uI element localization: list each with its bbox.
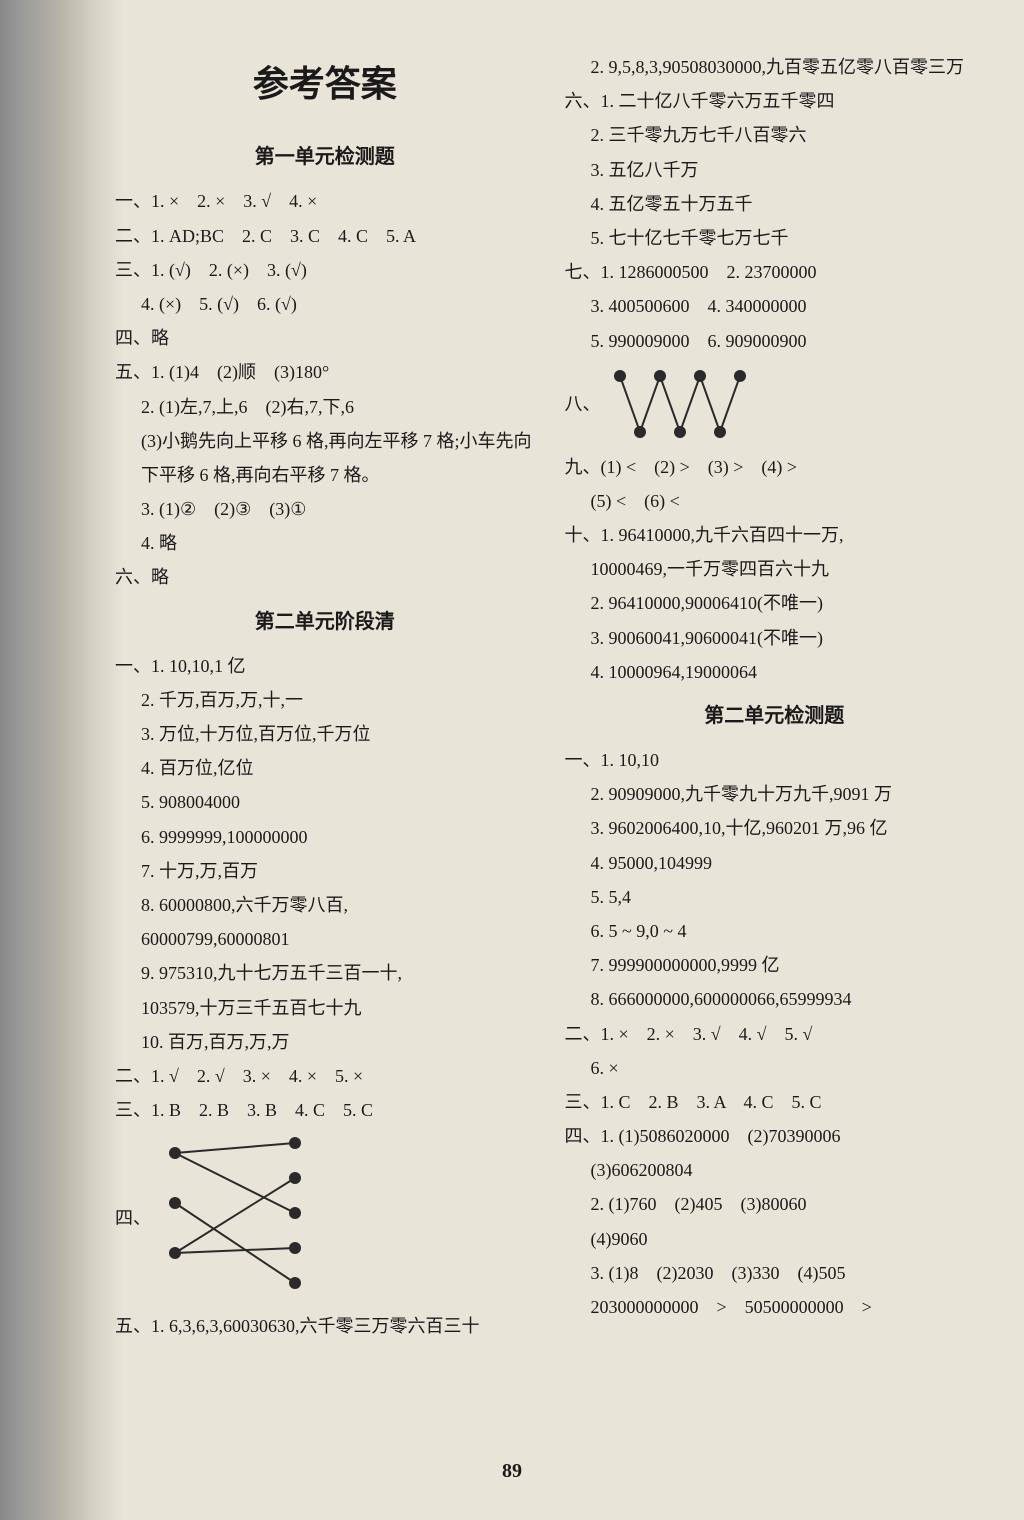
answer-line: 8. 666000000,600000066,65999934 [565, 982, 985, 1016]
answer-line: 2. 三千零九万七千八百零六 [565, 118, 985, 152]
answer-group: 八、 [565, 358, 985, 450]
answer-line: 五、1. 6,3,6,3,60030630,六千零三万零六百三十 [115, 1309, 535, 1343]
section-heading: 第二单元检测题 [565, 697, 985, 735]
answer-line: 3. 9602006400,10,十亿,960201 万,96 亿 [565, 811, 985, 845]
answer-line: 4. 95000,104999 [565, 846, 985, 880]
answer-line: 六、1. 二十亿八千零六万五千零四 [565, 84, 985, 118]
answer-line: 四、略 [115, 321, 535, 355]
answer-line: 一、1. 10,10,1 亿 [115, 649, 535, 683]
cross-diagram [605, 364, 755, 444]
answer-line: 3. (1)② (2)③ (3)① [115, 492, 535, 526]
answer-line: 10. 百万,百万,万,万 [115, 1025, 535, 1059]
answer-line: (3)小鹅先向上平移 6 格,再向左平移 7 格;小车先向下平移 6 格,再向右… [115, 424, 535, 492]
group-label: 八、 [565, 387, 601, 421]
answer-line: 5. 990009000 6. 909000900 [565, 324, 985, 358]
answer-line: 4. 五亿零五十万五千 [565, 187, 985, 221]
answer-line: 一、1. 10,10 [565, 743, 985, 777]
group-label: 四、 [115, 1201, 151, 1235]
answer-line: 6. 5 ~ 9,0 ~ 4 [565, 914, 985, 948]
answer-line: (4)9060 [565, 1222, 985, 1256]
answer-line: 4. 略 [115, 526, 535, 560]
answer-line: 4. 10000964,19000064 [565, 655, 985, 689]
answer-line: 二、1. √ 2. √ 3. × 4. × 5. × [115, 1059, 535, 1093]
answer-line: 9. 975310,九十七万五千三百一十, [115, 956, 535, 990]
answer-line: 7. 999900000000,9999 亿 [565, 948, 985, 982]
answer-line: 十、1. 96410000,九千六百四十一万, [565, 518, 985, 552]
answer-line: 二、1. AD;BC 2. C 3. C 4. C 5. A [115, 219, 535, 253]
answer-line: 8. 60000800,六千万零八百, [115, 888, 535, 922]
answer-line: 2. 96410000,90006410(不唯一) [565, 586, 985, 620]
answer-line: 5. 5,4 [565, 880, 985, 914]
answer-line: 七、1. 1286000500 2. 23700000 [565, 255, 985, 289]
answer-group: 四、 [115, 1127, 535, 1309]
answer-line: 二、1. × 2. × 3. √ 4. √ 5. √ [565, 1017, 985, 1051]
answer-line: 3. 90060041,90600041(不唯一) [565, 621, 985, 655]
answer-line: 203000000000 > 50500000000 > [565, 1290, 985, 1324]
answer-line: 2. 千万,百万,万,十,一 [115, 683, 535, 717]
answer-line: 3. 万位,十万位,百万位,千万位 [115, 717, 535, 751]
answer-line: 九、(1) < (2) > (3) > (4) > [565, 450, 985, 484]
answer-line: 5. 七十亿七千零七万七千 [565, 221, 985, 255]
answer-line: 三、1. C 2. B 3. A 4. C 5. C [565, 1085, 985, 1119]
answer-line: 6. × [565, 1051, 985, 1085]
answer-line: (5) < (6) < [565, 484, 985, 518]
answer-line: 三、1. (√) 2. (×) 3. (√) [115, 253, 535, 287]
answer-line: 六、略 [115, 560, 535, 594]
answer-line: 2. (1)左,7,上,6 (2)右,7,下,6 [115, 390, 535, 424]
answer-line: 60000799,60000801 [115, 922, 535, 956]
answer-line: 4. 百万位,亿位 [115, 751, 535, 785]
answer-line: 5. 908004000 [115, 785, 535, 819]
matching-diagram [155, 1133, 315, 1303]
page-number: 89 [0, 1452, 1024, 1490]
answer-line: 2. 9,5,8,3,90508030000,九百零五亿零八百零三万 [565, 50, 985, 84]
answer-line: 10000469,一千万零四百六十九 [565, 552, 985, 586]
answer-line: 3. 400500600 4. 340000000 [565, 289, 985, 323]
answer-line: 三、1. B 2. B 3. B 4. C 5. C [115, 1093, 535, 1127]
answer-line: 103579,十万三千五百七十九 [115, 991, 535, 1025]
answer-line: 2. (1)760 (2)405 (3)80060 [565, 1187, 985, 1221]
answer-line: 4. (×) 5. (√) 6. (√) [115, 287, 535, 321]
answer-line: 7. 十万,万,百万 [115, 854, 535, 888]
answer-line: 五、1. (1)4 (2)顺 (3)180° [115, 355, 535, 389]
section-heading: 第一单元检测题 [115, 138, 535, 176]
answer-line: 3. (1)8 (2)2030 (3)330 (4)505 [565, 1256, 985, 1290]
answer-line: 一、1. × 2. × 3. √ 4. × [115, 184, 535, 218]
answer-line: (3)606200804 [565, 1153, 985, 1187]
answer-line: 6. 9999999,100000000 [115, 820, 535, 854]
answer-line: 2. 90909000,九千零九十万九千,9091 万 [565, 777, 985, 811]
section-heading: 第二单元阶段清 [115, 603, 535, 641]
page-title: 参考答案 [115, 50, 535, 118]
answer-line: 四、1. (1)5086020000 (2)70390006 [565, 1119, 985, 1153]
answer-line: 3. 五亿八千万 [565, 153, 985, 187]
